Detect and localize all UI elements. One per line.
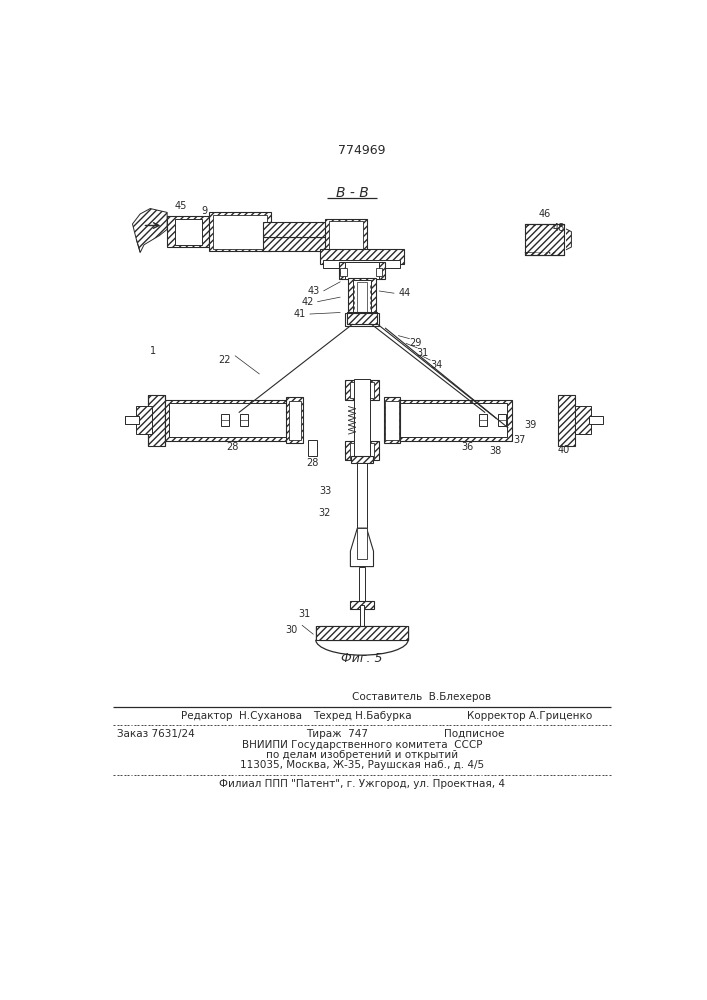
Bar (385, 401, 399, 440)
Bar (288, 401, 301, 440)
Text: Тираж  747: Тираж 747 (305, 729, 368, 739)
Bar (345, 312, 379, 326)
Text: Филиал ППП "Патент", г. Ужгород, ул. Проектная, 4: Филиал ППП "Патент", г. Ужгород, ул. Про… (219, 779, 505, 789)
Bar (339, 262, 385, 279)
Text: 22: 22 (218, 355, 231, 365)
Text: 41: 41 (293, 309, 305, 319)
Bar (498, 414, 506, 426)
Text: 36: 36 (461, 442, 474, 452)
Text: Фиг. 5: Фиг. 5 (341, 652, 382, 666)
Text: 29: 29 (409, 338, 421, 348)
Text: 31: 31 (298, 609, 310, 619)
Bar (320, 626, 404, 640)
Bar (324, 260, 400, 268)
Bar (589, 416, 603, 424)
Text: 113035, Москва, Ж-35, Раушская наб., д. 4/5: 113035, Москва, Ж-35, Раушская наб., д. … (240, 760, 484, 770)
Bar (350, 382, 374, 398)
Bar (354, 379, 370, 460)
Bar (359, 567, 365, 605)
Bar (136, 406, 152, 434)
Bar (286, 397, 303, 443)
Bar (345, 441, 379, 460)
Bar (175, 219, 201, 245)
Text: Составитель  В.Блехеров: Составитель В.Блехеров (351, 692, 491, 702)
Bar (357, 282, 366, 312)
Bar (264, 222, 352, 237)
Text: 39: 39 (525, 420, 537, 430)
Bar (170, 403, 287, 437)
Bar (357, 463, 366, 528)
Bar (165, 400, 292, 441)
Bar (350, 443, 374, 459)
Text: 28: 28 (307, 458, 319, 468)
Bar (575, 406, 590, 434)
Bar (559, 395, 575, 446)
Bar (350, 601, 374, 609)
Bar (376, 268, 382, 276)
Text: 38: 38 (490, 446, 502, 456)
Bar (240, 414, 248, 426)
Polygon shape (525, 228, 571, 252)
Polygon shape (132, 209, 167, 252)
Bar (148, 395, 165, 446)
Text: Подписное: Подписное (444, 729, 505, 739)
Text: 45: 45 (175, 201, 187, 211)
Bar (390, 403, 508, 437)
Text: 48: 48 (552, 223, 564, 233)
Text: Редактор  Н.Суханова: Редактор Н.Суханова (181, 711, 302, 721)
Text: 33: 33 (319, 486, 331, 496)
Text: 774969: 774969 (338, 144, 386, 157)
Bar (308, 440, 317, 456)
Polygon shape (351, 528, 373, 567)
Text: 42: 42 (301, 297, 313, 307)
Bar (345, 380, 379, 400)
Text: 44: 44 (398, 288, 411, 298)
Bar (264, 237, 352, 251)
Text: 37: 37 (513, 435, 526, 445)
Text: 34: 34 (431, 360, 443, 370)
Text: по делам изобретений и открытий: по делам изобретений и открытий (266, 750, 458, 760)
Text: ВНИИПИ Государственного комитета  СССР: ВНИИПИ Государственного комитета СССР (242, 740, 482, 750)
Bar (357, 528, 366, 559)
Text: 28: 28 (226, 442, 239, 452)
Bar (325, 219, 368, 252)
Bar (385, 400, 512, 441)
Bar (346, 312, 378, 324)
Text: 30: 30 (286, 625, 298, 635)
Bar (329, 221, 363, 250)
Text: 1: 1 (150, 346, 156, 356)
Text: Техред Н.Бабурка: Техред Н.Бабурка (313, 711, 412, 721)
Bar (383, 397, 400, 443)
Text: 9: 9 (201, 206, 207, 216)
Text: Заказ 7631/24: Заказ 7631/24 (117, 729, 195, 739)
Text: 40: 40 (558, 445, 570, 455)
Bar (360, 605, 364, 628)
Bar (221, 414, 229, 426)
Text: 43: 43 (308, 286, 320, 296)
Bar (340, 268, 346, 276)
Text: Корректор А.Гриценко: Корректор А.Гриценко (467, 711, 592, 721)
Bar (351, 456, 373, 463)
Polygon shape (316, 626, 408, 640)
Bar (320, 249, 404, 264)
Bar (520, 226, 566, 252)
Text: 32: 32 (319, 508, 331, 518)
Bar (525, 224, 563, 255)
Text: В - В: В - В (336, 186, 368, 200)
Text: 46: 46 (538, 209, 551, 219)
Bar (125, 416, 139, 424)
Bar (209, 212, 271, 251)
Bar (214, 215, 267, 249)
Bar (345, 262, 379, 279)
Bar (353, 280, 371, 314)
Bar (348, 278, 376, 316)
Bar (525, 224, 563, 255)
Bar (479, 414, 486, 426)
Bar (167, 216, 209, 247)
Text: 31: 31 (416, 348, 429, 358)
